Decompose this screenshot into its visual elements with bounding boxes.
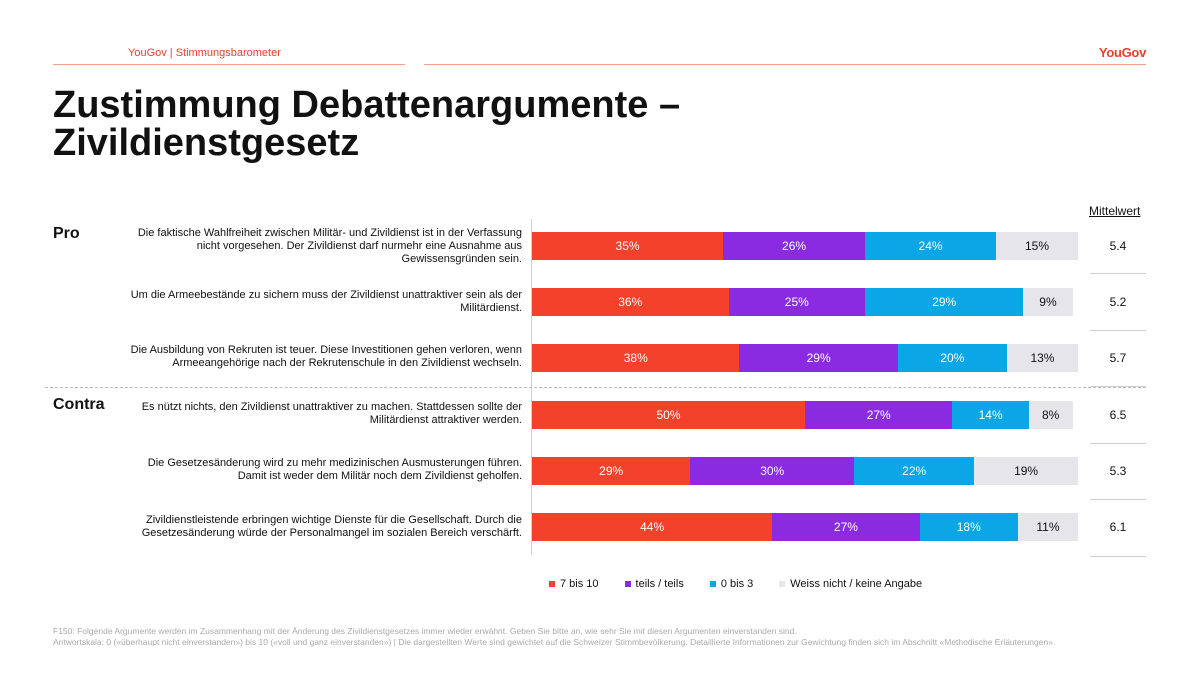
mean-value-6: 6.1 bbox=[1109, 520, 1127, 534]
mean-separator-6 bbox=[1090, 556, 1146, 557]
section-label-contra: Contra bbox=[53, 396, 105, 413]
legend-swatch-partial bbox=[624, 581, 631, 587]
row-label-4: Es nützt nichts, den Zivildienst unattra… bbox=[141, 401, 522, 426]
bar-segment-agree-5: 29% bbox=[532, 457, 691, 485]
legend-swatch-agree bbox=[549, 581, 555, 587]
bar-segment-disagree-3: 20% bbox=[897, 344, 1007, 372]
bar-segment-agree-1: 35% bbox=[532, 232, 724, 260]
bar-segment-agree-3: 38% bbox=[532, 344, 740, 372]
mean-value-1: 5.4 bbox=[1109, 239, 1127, 253]
mean-value-3: 5.7 bbox=[1109, 351, 1127, 365]
bar-row-1: 35% 26% 24% 15% bbox=[532, 232, 1078, 260]
header-source-label: YouGov | Stimmungsbarometer bbox=[128, 47, 281, 59]
mean-separator-4 bbox=[1090, 443, 1146, 444]
bar-segment-disagree-5: 22% bbox=[854, 457, 975, 485]
footnote-scale: Antwortskala: 0 («überhaupt nicht einver… bbox=[53, 637, 1056, 647]
bar-segment-unknown-6: 11% bbox=[1017, 513, 1078, 541]
bar-row-4: 50% 27% 14% 8% bbox=[532, 401, 1078, 429]
row-label-6: Zivildienstleistende erbringen wichtige … bbox=[141, 514, 522, 539]
bar-segment-unknown-3: 13% bbox=[1006, 344, 1078, 372]
bar-row-5: 29% 30% 22% 19% bbox=[532, 457, 1078, 485]
legend-swatch-unknown bbox=[779, 581, 786, 587]
chart-axis-line bbox=[531, 219, 532, 555]
legend-label-agree: 7 bis 10 bbox=[560, 578, 599, 590]
mean-separator-2 bbox=[1090, 330, 1146, 331]
mean-separator-1 bbox=[1090, 273, 1146, 274]
mean-value-4: 6.5 bbox=[1109, 408, 1127, 422]
bar-segment-agree-2: 36% bbox=[532, 288, 729, 316]
legend-label-disagree: 0 bis 3 bbox=[720, 578, 754, 590]
footnote: F150: Folgende Argumente werden im Zusam… bbox=[53, 626, 1148, 648]
bar-segment-disagree-2: 29% bbox=[865, 288, 1024, 316]
bar-segment-partial-1: 26% bbox=[723, 232, 866, 260]
mean-column-header: Mittelwert bbox=[1089, 204, 1141, 218]
bar-segment-unknown-2: 9% bbox=[1023, 288, 1073, 316]
legend-item-unknown: Weiss nicht / keine Angabe bbox=[779, 578, 922, 590]
bar-segment-partial-5: 30% bbox=[690, 457, 855, 485]
row-label-5: Die Gesetzesänderung wird zu mehr medizi… bbox=[147, 457, 522, 482]
bar-row-3: 38% 29% 20% 13% bbox=[532, 344, 1078, 372]
mean-value-2: 5.2 bbox=[1109, 295, 1127, 309]
legend-label-partial: teils / teils bbox=[635, 578, 684, 590]
row-label-2: Um die Armeebestände zu sichern muss der… bbox=[130, 289, 522, 314]
mean-separator-3 bbox=[1090, 386, 1146, 387]
bar-segment-disagree-6: 18% bbox=[919, 513, 1018, 541]
bar-segment-agree-6: 44% bbox=[532, 513, 773, 541]
bar-segment-unknown-5: 19% bbox=[974, 457, 1078, 485]
legend-swatch-disagree bbox=[709, 581, 716, 587]
bar-segment-partial-4: 27% bbox=[805, 401, 953, 429]
yougov-logo: YouGov bbox=[1098, 45, 1146, 60]
legend-item-disagree: 0 bis 3 bbox=[709, 578, 754, 590]
header-divider-right bbox=[424, 64, 1146, 65]
legend-label-unknown: Weiss nicht / keine Angabe bbox=[790, 578, 923, 590]
section-label-pro: Pro bbox=[53, 225, 80, 242]
footnote-question: F150: Folgende Argumente werden im Zusam… bbox=[53, 626, 797, 636]
bar-segment-unknown-4: 8% bbox=[1028, 401, 1073, 429]
bar-segment-partial-6: 27% bbox=[772, 513, 920, 541]
legend-item-partial: teils / teils bbox=[624, 578, 684, 590]
bar-segment-agree-4: 50% bbox=[532, 401, 805, 429]
bar-segment-disagree-1: 24% bbox=[865, 232, 997, 260]
row-label-1: Die faktische Wahlfreiheit zwischen Mili… bbox=[137, 226, 522, 265]
bar-segment-unknown-1: 15% bbox=[996, 232, 1078, 260]
header-divider-left bbox=[53, 64, 405, 65]
page-title: Zustimmung Debattenargumente – Zivildien… bbox=[53, 84, 681, 164]
bar-row-6: 44% 27% 18% 11% bbox=[532, 513, 1078, 541]
pro-contra-divider bbox=[45, 387, 1146, 388]
bar-row-2: 36% 25% 29% 9% bbox=[532, 288, 1078, 316]
bar-segment-partial-2: 25% bbox=[728, 288, 866, 316]
mean-separator-5 bbox=[1090, 499, 1146, 500]
mean-value-5: 5.3 bbox=[1109, 464, 1127, 478]
bar-segment-partial-3: 29% bbox=[739, 344, 898, 372]
legend-item-agree: 7 bis 10 bbox=[549, 578, 599, 590]
row-label-3: Die Ausbildung von Rekruten ist teuer. D… bbox=[130, 344, 522, 369]
bar-segment-disagree-4: 14% bbox=[952, 401, 1029, 429]
chart-legend: 7 bis 10 teils / teils 0 bis 3 Weiss nic… bbox=[549, 578, 948, 590]
